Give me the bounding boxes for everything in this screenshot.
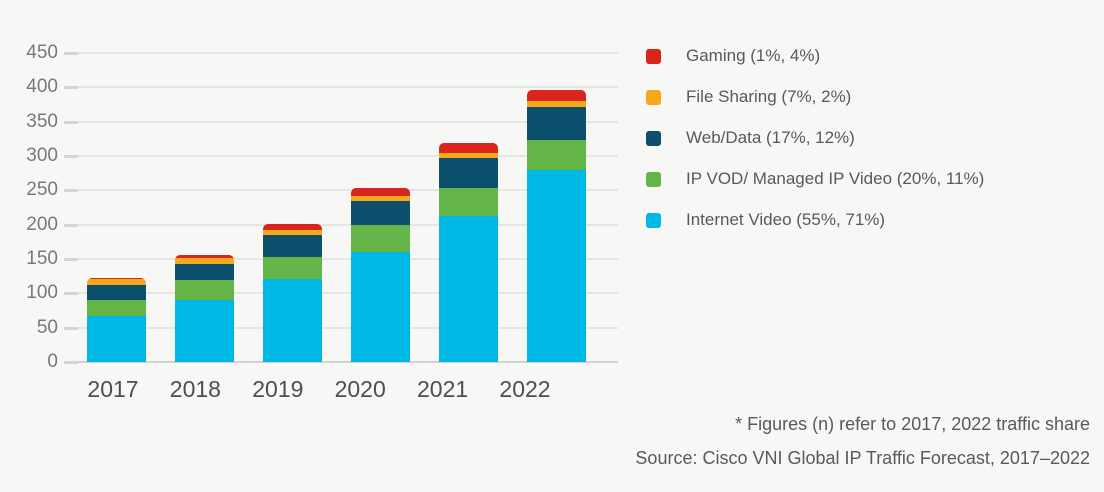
bar-2021-segment-file-sharing — [439, 152, 498, 159]
y-tick-mark-0 — [64, 361, 78, 364]
y-tick-mark-400 — [64, 86, 78, 90]
bar-2022-segment-gaming — [527, 90, 586, 102]
legend-item-gaming: Gaming (1%, 4%) — [646, 46, 984, 65]
y-tick-mark-50 — [64, 326, 78, 330]
bar-2017 — [87, 278, 146, 362]
bar-2020 — [351, 187, 410, 362]
bar-2019-segment-internet-video — [263, 278, 322, 362]
gridline-50 — [75, 326, 618, 329]
x-axis-label-2018: 2018 — [169, 376, 221, 402]
bar-2018-segment-file-sharing — [175, 257, 234, 264]
bar-2018-segment-ip-vod — [175, 280, 234, 301]
y-tick-label-300: 300 — [26, 145, 58, 166]
bar-2021-segment-internet-video — [439, 215, 498, 362]
x-axis-label-2021: 2021 — [417, 376, 469, 402]
traffic-forecast-chart: 2017 2018 2019 2020 2021 2022 — [75, 52, 618, 402]
bar-2019-segment-web-data — [263, 234, 322, 257]
bar-2017-segment-file-sharing — [87, 279, 146, 286]
y-tick-label-200: 200 — [26, 213, 58, 235]
y-axis: 450 400 350 300 250 200 150 100 50 0 — [0, 42, 58, 372]
bar-2019 — [263, 224, 322, 362]
y-tick-mark-200 — [64, 223, 78, 227]
bar-2022-segment-internet-video — [527, 169, 586, 362]
legend-swatch-ip-vod — [646, 171, 661, 187]
legend-label-internet-video: Internet Video (55%, 71%) — [686, 210, 886, 229]
gridline-400 — [75, 86, 618, 89]
bar-2020-segment-ip-vod — [351, 225, 410, 253]
y-tick-label-100: 100 — [26, 282, 58, 304]
legend-swatch-file-sharing — [646, 89, 661, 105]
footnote-text: * Figures (n) refer to 2017, 2022 traffi… — [735, 414, 1090, 434]
x-axis-label-2019: 2019 — [252, 376, 304, 402]
bar-2022-segment-file-sharing — [527, 101, 586, 107]
source-text: Source: Cisco VNI Global IP Traffic Fore… — [635, 448, 1090, 468]
bar-2022-segment-web-data — [527, 106, 586, 141]
legend-swatch-web-data — [646, 130, 661, 146]
legend-swatch-gaming — [646, 48, 661, 64]
bar-2021 — [439, 143, 498, 362]
bar-2020-segment-web-data — [351, 201, 410, 226]
y-tick-label-400: 400 — [26, 76, 58, 98]
x-axis-label-2022: 2022 — [499, 376, 551, 402]
bar-2019-segment-ip-vod — [263, 256, 322, 279]
bar-2018-segment-web-data — [175, 263, 234, 281]
legend-label-ip-vod: IP VOD/ Managed IP Video (20%, 11%) — [686, 169, 985, 188]
bar-2020-segment-file-sharing — [351, 195, 410, 202]
bar-2020-segment-gaming — [351, 187, 410, 196]
gridline-350 — [75, 120, 618, 123]
y-tick-label-350: 350 — [26, 110, 58, 132]
bar-2022-segment-ip-vod — [527, 140, 586, 170]
y-tick-label-50: 50 — [36, 316, 58, 338]
y-tick-label-0: 0 — [47, 351, 58, 372]
legend-item-web-data: Web/Data (17%, 12%) — [646, 128, 984, 147]
legend-label-file-sharing: File Sharing (7%, 2%) — [686, 87, 852, 106]
y-tick-mark-250 — [64, 189, 78, 193]
gridline-150 — [75, 258, 618, 260]
bar-2017-segment-web-data — [87, 285, 146, 300]
y-tick-label-250: 250 — [26, 179, 58, 201]
bar-2019-segment-file-sharing — [263, 229, 322, 235]
gridline-100 — [75, 292, 618, 295]
legend-item-file-sharing: File Sharing (7%, 2%) — [646, 87, 984, 106]
legend-item-internet-video: Internet Video (55%, 71%) — [646, 210, 984, 229]
bar-2020-segment-internet-video — [351, 252, 410, 362]
legend-label-gaming: Gaming (1%, 4%) — [686, 46, 821, 65]
gridline-0 — [75, 361, 618, 363]
legend-item-ip-vod: IP VOD/ Managed IP Video (20%, 11%) — [646, 169, 985, 188]
y-tick-mark-100 — [64, 292, 78, 296]
gridline-200 — [75, 223, 618, 226]
y-tick-mark-350 — [64, 120, 78, 124]
legend-swatch-internet-video — [646, 212, 661, 228]
bar-2017-segment-ip-vod — [87, 299, 146, 316]
legend-label-web-data: Web/Data (17%, 12%) — [686, 128, 855, 147]
chart-legend: Gaming (1%, 4%) File Sharing (7%, 2%) Web/… — [646, 46, 985, 253]
x-axis-label-2017: 2017 — [87, 376, 139, 402]
y-tick-label-450: 450 — [26, 42, 58, 63]
y-tick-mark-150 — [64, 258, 78, 261]
bar-2017-segment-gaming — [87, 278, 146, 280]
bar-2018 — [175, 254, 234, 362]
gridline-250 — [75, 189, 618, 192]
bar-2019-segment-gaming — [263, 224, 322, 230]
y-tick-label-150: 150 — [26, 248, 58, 269]
gridline-450 — [75, 52, 618, 54]
bar-2021-segment-web-data — [439, 158, 498, 188]
x-axis-label-2020: 2020 — [334, 376, 386, 402]
gridline-300 — [75, 155, 618, 157]
bar-2022 — [527, 90, 586, 362]
bar-2018-segment-gaming — [175, 254, 234, 258]
bar-2018-segment-internet-video — [175, 300, 234, 362]
bar-2021-segment-gaming — [439, 143, 498, 153]
y-tick-mark-300 — [64, 155, 78, 158]
bar-2017-segment-internet-video — [87, 316, 146, 362]
y-tick-mark-450 — [64, 52, 78, 55]
bar-2021-segment-ip-vod — [439, 187, 498, 216]
